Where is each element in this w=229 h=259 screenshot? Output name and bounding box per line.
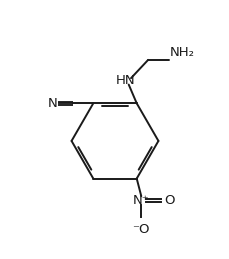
- Text: N⁺: N⁺: [132, 194, 149, 207]
- Text: HN: HN: [115, 74, 134, 87]
- Text: O: O: [164, 194, 174, 207]
- Text: N: N: [48, 97, 57, 110]
- Text: NH₂: NH₂: [169, 46, 194, 59]
- Text: ⁻O: ⁻O: [132, 223, 149, 236]
